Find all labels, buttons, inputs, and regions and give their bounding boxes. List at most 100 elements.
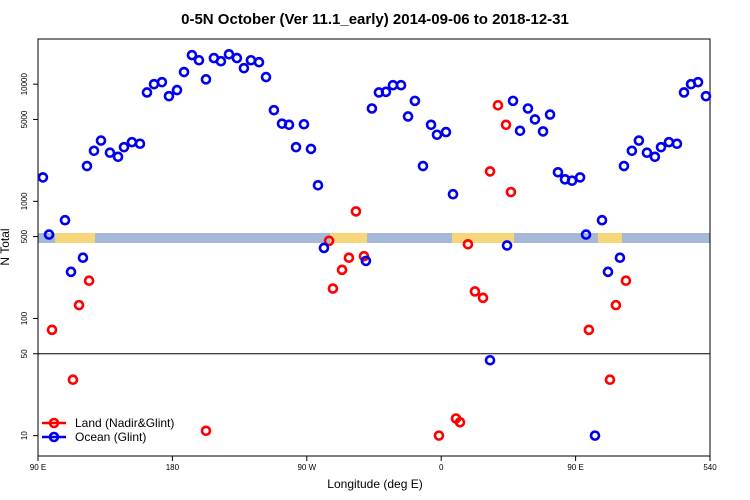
point <box>507 95 519 107</box>
point <box>641 147 653 159</box>
point <box>268 104 280 116</box>
point <box>409 95 421 107</box>
y-axis-label: N Total <box>0 228 12 265</box>
point <box>59 214 71 226</box>
point <box>260 71 272 83</box>
point <box>417 160 429 172</box>
point <box>522 103 534 114</box>
y-tick-label: 1000 <box>20 192 29 210</box>
point <box>501 240 513 251</box>
point <box>618 160 630 172</box>
point <box>574 172 586 183</box>
point <box>425 119 437 131</box>
ocean-strip <box>38 233 710 243</box>
x-axis-label: Longitude (deg E) <box>327 477 422 491</box>
point <box>505 186 517 198</box>
y-tick-label: 500 <box>20 229 29 243</box>
point <box>141 87 153 98</box>
x-tick-label: 540 <box>703 463 717 472</box>
point <box>46 324 58 336</box>
point <box>83 275 95 287</box>
land-strip <box>598 233 622 243</box>
point <box>73 299 85 311</box>
point <box>620 275 632 287</box>
point <box>298 118 310 130</box>
point <box>678 87 690 98</box>
x-tick-label: 90 E <box>30 463 46 472</box>
x-tick-label: 90 E <box>567 463 583 472</box>
land-strip <box>330 233 367 243</box>
point <box>454 416 466 428</box>
point <box>544 109 556 120</box>
x-tick-label: 180 <box>166 463 180 472</box>
point <box>447 188 459 200</box>
legend-marker <box>48 431 60 443</box>
point <box>366 103 378 114</box>
point <box>350 206 362 217</box>
point <box>589 430 601 441</box>
point <box>596 214 608 226</box>
point <box>200 74 212 85</box>
point <box>95 135 107 146</box>
point <box>253 56 265 68</box>
point <box>614 252 626 264</box>
point <box>112 151 124 163</box>
point <box>492 100 504 111</box>
point <box>433 430 445 441</box>
point <box>77 252 89 264</box>
point <box>626 145 638 157</box>
legend-marker <box>48 417 60 429</box>
point <box>655 141 667 153</box>
point <box>223 48 235 60</box>
point <box>580 229 592 240</box>
point <box>238 62 250 74</box>
point <box>649 151 661 163</box>
land-strip <box>452 233 514 243</box>
legend-label: Land (Nadir&Glint) <box>75 416 174 430</box>
plot-frame <box>37 38 711 457</box>
point <box>156 76 168 88</box>
y-tick-label: 5000 <box>20 110 29 128</box>
point <box>514 125 526 137</box>
point <box>312 180 324 191</box>
point <box>81 160 93 172</box>
point <box>134 138 146 150</box>
point <box>552 166 564 178</box>
point <box>88 145 100 157</box>
point <box>500 119 512 131</box>
legend-label: Ocean (Glint) <box>75 430 146 444</box>
point <box>118 141 130 153</box>
point <box>43 229 55 240</box>
point <box>462 238 474 250</box>
point <box>343 252 355 264</box>
point <box>431 129 443 141</box>
point <box>395 79 407 91</box>
y-tick-label: 10000 <box>20 73 29 96</box>
point <box>65 266 77 278</box>
point <box>163 90 175 102</box>
chart-title: 0-5N October (Ver 11.1_early) 2014-09-06… <box>181 11 569 28</box>
point <box>67 374 79 386</box>
point <box>484 166 496 177</box>
point <box>469 286 481 297</box>
land-strip <box>55 233 95 243</box>
point <box>602 266 614 278</box>
y-tick-label: 10 <box>20 431 29 440</box>
point <box>305 143 317 155</box>
point <box>380 86 392 98</box>
point <box>336 264 348 276</box>
point <box>178 66 190 78</box>
point <box>360 255 372 267</box>
y-tick-label: 50 <box>20 349 29 358</box>
point <box>37 172 49 183</box>
point <box>604 374 616 386</box>
y-tick-label: 100 <box>20 311 29 325</box>
point <box>440 126 452 138</box>
x-tick-label: 90 W <box>297 463 316 472</box>
point <box>529 114 541 125</box>
point <box>610 299 622 311</box>
x-tick-label: 0 <box>439 463 444 472</box>
point <box>193 54 205 66</box>
